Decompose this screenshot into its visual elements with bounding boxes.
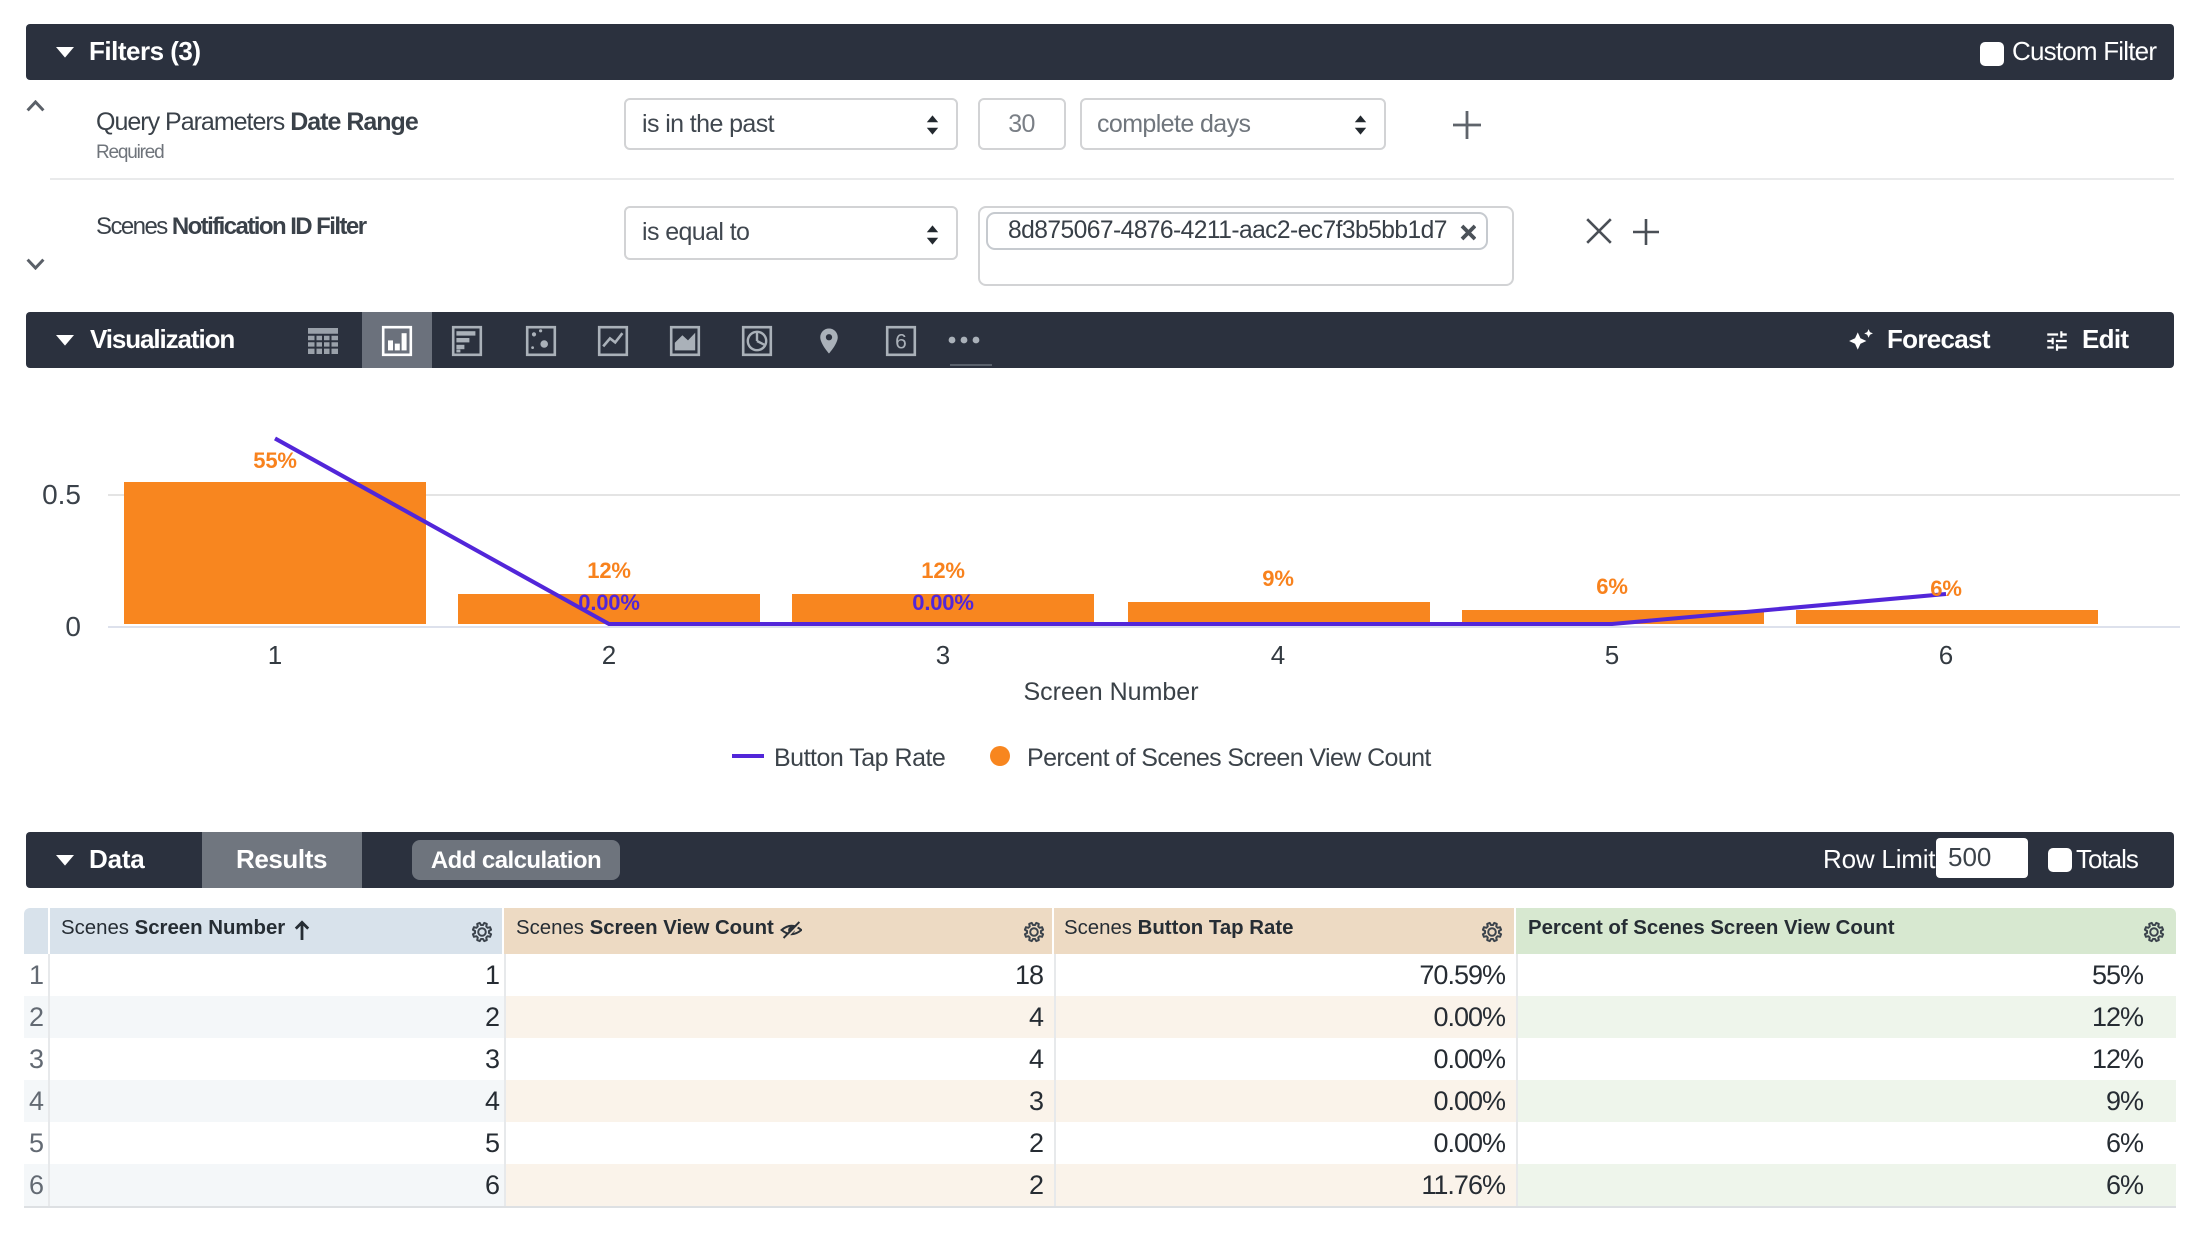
svg-text:6: 6 bbox=[894, 329, 906, 352]
